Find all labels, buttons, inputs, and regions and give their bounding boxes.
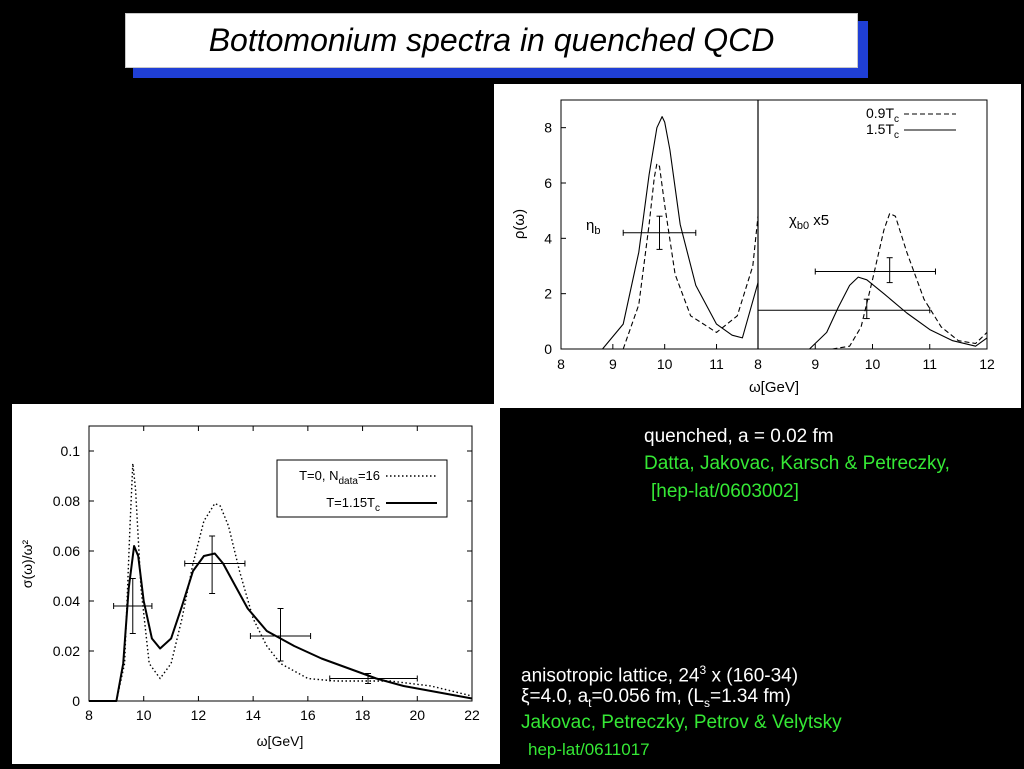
bottom-note-authors: Jakovac, Petreczky, Petrov & Velytsky [521,712,842,733]
params-c: =1.34 fm) [709,686,791,707]
x-tick-label: 9 [609,356,617,372]
legend-label-0: 0.9Tc [866,105,899,125]
bottom-note-lattice: anisotropic lattice, 243 x (160-34) [521,657,798,689]
x-tick-label: 8 [754,356,762,372]
legend-label-1: T=1.15Tc [326,495,380,514]
x-tick-label: 10 [136,707,152,723]
series-line-0-0 [622,163,759,350]
legend-label-1: 1.5Tc [866,121,899,141]
top-chart-panel: 0 2 4 6 8 ρ(ω) 8 9 10 11 8 9 10 11 12 ηb χb0 x5 ω[GeV] 0.9… [494,84,1021,408]
series-line-1 [89,545,473,702]
top-chart: 0 2 4 6 8 ρ(ω) 8 9 10 11 8 9 10 11 12 ηb χb0 x5 ω[GeV] 0.9… [511,99,995,396]
params-b: =0.056 fm, (L [591,686,704,707]
x-axis-label: ω[GeV] [749,379,799,396]
title-box: Bottomonium spectra in quenched QCD [125,13,858,68]
x-tick-label: 11 [709,356,724,372]
y-tick-label: 2 [544,286,552,302]
y-tick-label: 0.04 [53,593,80,609]
x-tick-label: 12 [979,356,995,372]
y-tick-label: 8 [544,120,552,136]
y-tick-label: 6 [544,175,552,191]
y-tick-label: 4 [544,230,552,246]
x-tick-label: 14 [245,707,261,723]
y-tick-label: 0.1 [61,443,81,459]
y-tick-label: 0.06 [53,543,80,559]
x-tick-label: 22 [464,707,480,723]
y-axis-label: ρ(ω) [511,209,528,239]
bottom-chart: 0 0.02 0.04 0.06 0.08 0.1 8 10 12 14 16 18 20 22 σ(ω)/… [19,425,480,749]
x-axis-label: ω[GeV] [257,733,304,749]
xi-symbol: ξ [521,686,530,707]
top-note-lattice: quenched, a = 0.02 fm [644,426,834,447]
plot-frame [88,425,473,702]
x-tick-label: 10 [657,356,673,372]
y-tick-label: 0.02 [53,643,80,659]
x-tick-label: 8 [557,356,565,372]
top-note-authors: Datta, Jakovac, Karsch & Petreczky, [644,453,950,474]
params-a: =4.0, a [529,686,589,707]
x-tick-label: 9 [811,356,819,372]
y-tick-label: 0.08 [53,493,80,509]
plot-frame [560,99,988,350]
series-line-1-0 [832,212,988,350]
legend-box [276,459,448,518]
top-note-ref: [hep-lat/0603002] [651,481,799,502]
slide-title: Bottomonium spectra in quenched QCD [208,22,775,58]
x-tick-label: 8 [85,707,93,723]
legend-label-0: T=0, Ndata=16 [299,468,380,487]
y-tick-label: 0 [544,341,552,357]
y-tick-label: 0 [72,693,80,709]
bottom-note-ref: hep-lat/0611017 [528,740,650,759]
series-line-0-1 [602,116,759,350]
bottom-note-params: ξ=4.0, at=0.056 fm, (Ls=1.34 fm) [521,684,791,716]
lattice-sup: 3 [699,663,707,677]
params-t: t [588,695,592,710]
params-s: s [703,695,710,710]
x-tick-label: 12 [191,707,207,723]
eta-b-annotation: ηb [586,217,600,237]
chi-b0-annotation: χb0 x5 [789,212,829,232]
lattice-text-a: anisotropic lattice, 24 [521,665,700,687]
lattice-text-b: x (160-34) [706,665,799,687]
bottom-chart-panel: 0 0.02 0.04 0.06 0.08 0.1 8 10 12 14 16 18 20 22 σ(ω)/… [12,404,500,764]
x-tick-label: 10 [865,356,881,372]
x-tick-label: 18 [355,707,371,723]
x-tick-label: 20 [409,707,425,723]
x-tick-label: 11 [922,356,937,372]
x-tick-label: 16 [300,707,316,723]
series-line-1-1 [809,276,988,350]
y-axis-label: σ(ω)/ω² [19,539,35,588]
